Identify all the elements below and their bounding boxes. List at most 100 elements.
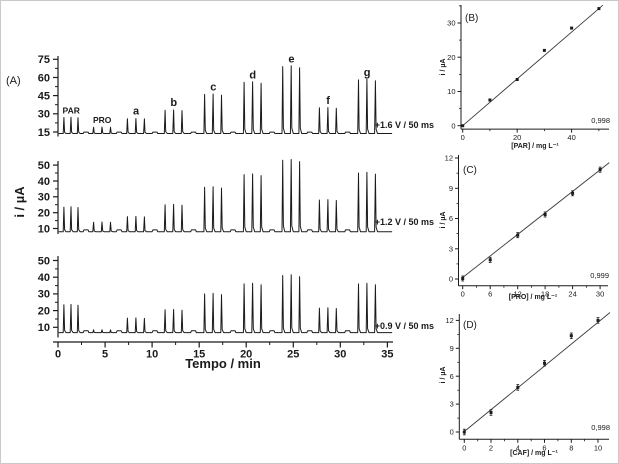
data-point: [571, 191, 575, 195]
data-point: [596, 318, 600, 322]
y-tick-label: 15: [38, 127, 50, 139]
x-tick-label: 2: [489, 443, 493, 452]
panel-b-correlation: 0,998: [591, 116, 610, 125]
peak-group-label: a: [133, 106, 140, 118]
y-tick-label: 40: [38, 272, 50, 284]
panel-a-y-axis-label: i / µA: [12, 186, 27, 218]
data-point: [488, 258, 492, 262]
peak-group-label: c: [210, 81, 216, 93]
x-tick-label: 20: [240, 349, 252, 361]
x-tick-label: 10: [594, 443, 602, 452]
trace-1-potential-annotation: +1.6 V / 50 ms: [375, 120, 434, 130]
panel-b-label: (B): [465, 13, 478, 24]
y-tick-label: 40: [38, 176, 50, 188]
y-tick-label: 50: [38, 255, 50, 267]
data-point: [488, 98, 492, 102]
panel-d-correlation: 0,998: [591, 423, 610, 432]
y-tick-label: 0: [449, 275, 453, 284]
y-tick-label: 75: [38, 54, 50, 66]
data-point: [489, 411, 493, 414]
data-point: [461, 277, 465, 280]
y-tick-label: 30: [38, 192, 50, 204]
panel-b-y-axis-label: i / µA: [440, 59, 447, 76]
y-tick-label: 0: [451, 121, 455, 130]
panel-a-label: (A): [6, 75, 21, 87]
y-tick-label: 6: [449, 214, 453, 223]
panel-c-x-axis-label: [PRO] / mg L⁻¹: [509, 294, 558, 301]
y-tick-label: 50: [38, 160, 50, 172]
x-tick-label: 10: [146, 349, 158, 361]
x-tick-label: 30: [334, 349, 346, 361]
amperometric-trace-1: [58, 159, 393, 233]
y-tick-label: 30: [38, 109, 50, 121]
data-point: [597, 7, 601, 11]
x-tick-label: 35: [381, 349, 393, 361]
peak-group-label: PAR: [63, 106, 80, 116]
panel-c-y-axis-label: i / µA: [440, 212, 447, 229]
trace-3-potential-annotation: +0.9 V / 50 ms: [375, 321, 434, 331]
data-point: [570, 26, 574, 30]
amperometric-trace-2: [58, 274, 393, 334]
data-point: [543, 213, 547, 216]
y-tick-label: 3: [450, 400, 454, 409]
x-tick-label: 40: [567, 133, 575, 142]
x-tick-label: 6: [542, 443, 546, 452]
panel-c-label: (C): [463, 165, 477, 176]
panel-a-x-axis-label: Tempo / min: [185, 356, 261, 371]
y-tick-label: 3: [449, 244, 453, 253]
peak-group-label: g: [364, 67, 371, 79]
y-tick-label: 10: [447, 87, 455, 96]
x-tick-label: 18: [541, 290, 549, 299]
panel-d-x-axis-label: [CAF] / mg L⁻¹: [510, 450, 558, 457]
x-tick-label: 0: [55, 349, 61, 361]
x-tick-label: 0: [461, 133, 465, 142]
peak-group-label: PRO: [93, 115, 112, 125]
amperometric-trace-0: [58, 65, 393, 134]
y-tick-label: 10: [38, 322, 50, 334]
peak-group-label: b: [170, 97, 177, 109]
data-point: [515, 78, 519, 81]
y-tick-label: 20: [38, 208, 50, 220]
data-point: [569, 334, 573, 338]
peak-group-label: f: [326, 95, 330, 107]
linear-fit-line: [462, 162, 610, 278]
x-tick-label: 24: [568, 290, 576, 299]
y-tick-label: 12: [445, 154, 453, 163]
x-tick-label: 6: [488, 290, 492, 299]
x-tick-label: 12: [514, 290, 522, 299]
data-point: [462, 430, 466, 434]
x-tick-label: 5: [102, 349, 108, 361]
y-tick-label: 20: [38, 305, 50, 317]
data-point: [543, 361, 546, 365]
panel-c-correlation: 0,999: [590, 271, 609, 280]
generated-plots: 1530456075PARPROabcdefg10203040501020304…: [38, 4, 611, 452]
y-tick-label: 20: [447, 53, 455, 62]
data-point: [542, 48, 546, 52]
x-tick-label: 8: [569, 443, 573, 452]
data-point: [598, 168, 602, 172]
peak-group-label: e: [288, 54, 294, 66]
x-tick-label: 25: [287, 349, 299, 361]
x-tick-label: 0: [462, 443, 466, 452]
y-tick-label: 30: [447, 19, 455, 28]
x-tick-label: 30: [596, 290, 604, 299]
panel-d-y-axis-label: i / µA: [440, 367, 447, 384]
data-point: [516, 233, 520, 237]
y-tick-label: 45: [38, 90, 50, 102]
y-tick-label: 9: [449, 184, 453, 193]
x-tick-label: 15: [193, 349, 205, 361]
panel-b-x-axis-label: [PAR] / mg L⁻¹: [511, 143, 559, 150]
linear-fit-line: [462, 4, 604, 127]
y-tick-label: 60: [38, 72, 50, 84]
panel-d-label: (D): [463, 320, 477, 331]
y-tick-label: 10: [38, 223, 50, 235]
data-point: [461, 124, 465, 128]
y-tick-label: 9: [450, 344, 454, 353]
data-point: [516, 385, 520, 389]
y-tick-label: 12: [445, 316, 453, 325]
y-tick-label: 6: [450, 372, 454, 381]
x-tick-label: 0: [461, 290, 465, 299]
linear-fit-line: [464, 312, 611, 432]
